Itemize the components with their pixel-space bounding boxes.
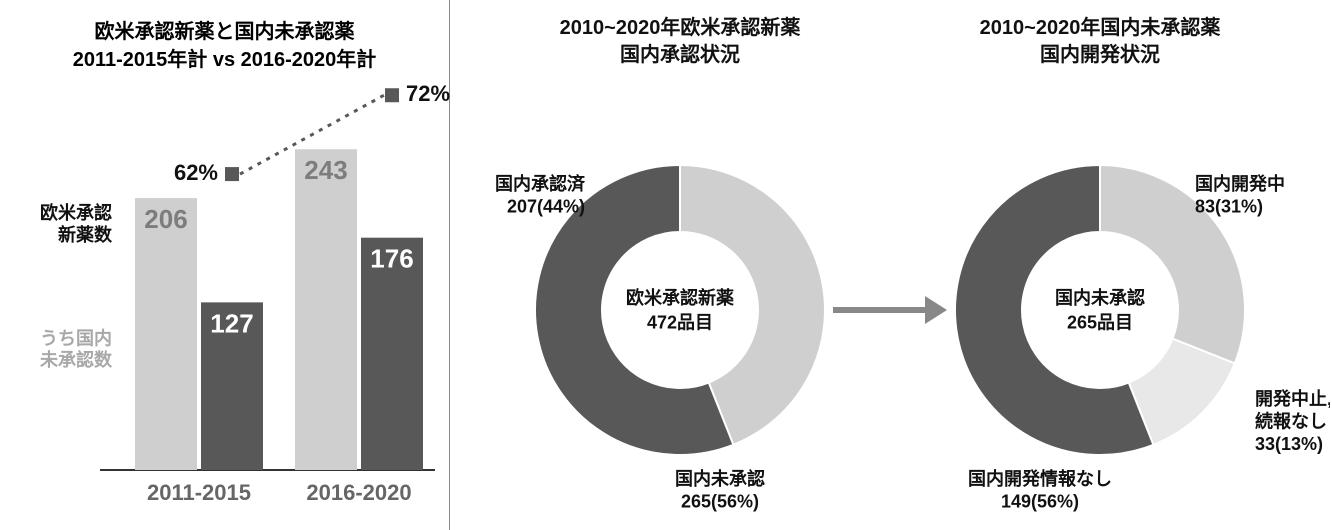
- donut-center-label: 欧米承認新薬472品目: [626, 287, 734, 332]
- bar-light: [295, 149, 357, 470]
- bar-light-value: 206: [144, 204, 187, 234]
- donut-slice-label: 開発中止,中断,続報なし33(13%): [1255, 388, 1330, 454]
- donut-center-label: 国内未承認265品目: [1055, 287, 1145, 332]
- percent-marker-icon: [225, 167, 239, 181]
- bar-x-label: 2011-2015: [147, 480, 251, 505]
- donut-slice: [1100, 165, 1245, 363]
- donut-title: 2010~2020年国内未承認薬国内開発状況: [980, 15, 1221, 66]
- bar-chart-svg: 2061272011-20152431762016-202062%72%欧米承認…: [0, 0, 450, 530]
- donut-slice-label: 国内未承認265(56%): [675, 468, 765, 512]
- bar-chart-panel: 欧米承認新薬と国内未承認薬 2011-2015年計 vs 2016-2020年計…: [0, 0, 450, 530]
- percent-marker-icon: [385, 88, 399, 102]
- series-label-dark: うち国内未承認数: [40, 328, 113, 371]
- bar-dark-value: 127: [210, 308, 253, 338]
- donut-svg: 2010~2020年欧米承認新薬国内承認状況欧米承認新薬472品目 国内承認済20…: [450, 0, 1330, 530]
- percent-label: 62%: [174, 160, 218, 185]
- percent-label: 72%: [406, 81, 450, 106]
- bar-light-value: 243: [304, 155, 347, 185]
- donut-panel: 2010~2020年欧米承認新薬国内承認状況欧米承認新薬472品目 国内承認済20…: [450, 0, 1332, 530]
- bar-dark-value: 176: [370, 244, 413, 274]
- arrow-head-icon: [925, 296, 947, 324]
- donut-title: 2010~2020年欧米承認新薬国内承認状況: [560, 15, 801, 66]
- donut-slice-label: 国内開発中83(31%): [1195, 173, 1285, 217]
- donut-slice-label: 国内承認済207(44%): [495, 173, 586, 217]
- bar-light: [135, 198, 197, 470]
- bar-x-label: 2016-2020: [306, 480, 411, 505]
- series-label-light: 欧米承認新薬数: [40, 202, 113, 245]
- donut-slice-label: 国内開発情報なし149(56%): [968, 468, 1112, 512]
